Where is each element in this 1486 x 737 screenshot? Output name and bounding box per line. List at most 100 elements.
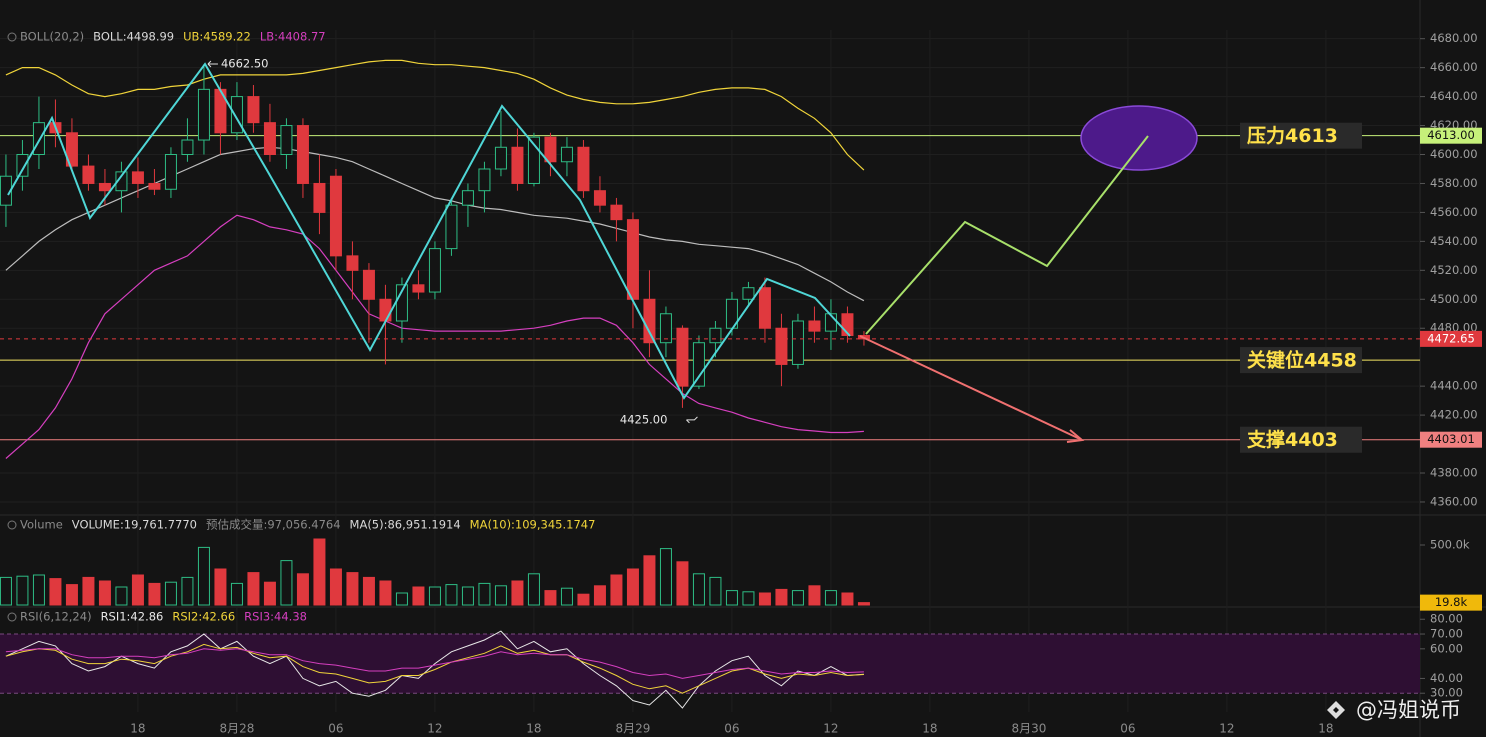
y-tick-label: 4540.00	[1430, 234, 1478, 248]
volume-bar	[98, 580, 111, 606]
x-tick-label: 06	[724, 722, 739, 736]
candle-body	[98, 182, 111, 192]
volume-bar	[82, 576, 95, 606]
candle-body	[428, 248, 441, 293]
volume-bar	[643, 555, 656, 606]
legend-text: BOLL:4498.99	[93, 30, 174, 44]
volume-bar	[709, 576, 722, 606]
y-tick-label: 4380.00	[1430, 466, 1478, 480]
candle-body	[197, 88, 210, 141]
candle-body	[379, 298, 392, 322]
y-tick-label: 60.00	[1430, 641, 1463, 655]
bull-path	[865, 135, 1149, 335]
candle-body	[445, 204, 458, 250]
y-tick-label: 4680.00	[1430, 31, 1478, 45]
volume-bar	[659, 548, 672, 606]
volume-bar	[808, 585, 821, 606]
legend-text: MA(5):86,951.1914	[350, 518, 461, 532]
level-label: 压力4613	[1247, 124, 1338, 147]
candle-body	[164, 154, 177, 190]
y-tick-label: 500.0k	[1430, 538, 1470, 552]
candle-body	[329, 175, 342, 257]
price-tag-label: 4403.01	[1427, 432, 1475, 446]
volume-bar	[478, 582, 491, 606]
volume-bar	[577, 593, 590, 606]
x-tick-label: 06	[328, 722, 343, 736]
zigzag	[7, 62, 851, 400]
volume-bar	[857, 602, 870, 606]
volume-bar	[428, 586, 441, 606]
price-tag-label: 4472.65	[1427, 331, 1475, 345]
legend-text: VOLUME:19,761.7770	[72, 518, 197, 532]
candle-body	[676, 327, 689, 387]
rsi-line	[5, 648, 864, 679]
volume-bar	[197, 546, 210, 606]
volume-bar	[148, 582, 161, 606]
watermark: @冯姐说币	[1356, 698, 1461, 722]
legend-text: RSI3:44.38	[244, 610, 307, 624]
candle-body	[659, 313, 672, 344]
volume-bar	[560, 587, 573, 606]
candle-body	[560, 146, 573, 163]
watermark-icon	[1327, 701, 1345, 719]
x-tick-label: 12	[427, 722, 442, 736]
level-box	[1240, 122, 1362, 149]
x-tick-label: 8月30	[1011, 722, 1046, 736]
x-tick-label: 12	[823, 722, 838, 736]
x-tick-label: 18	[1318, 722, 1333, 736]
y-tick-label: 4440.00	[1430, 379, 1478, 393]
x-tick-label: 18	[922, 722, 937, 736]
candle-body	[362, 269, 375, 300]
x-tick-label: 18	[130, 722, 145, 736]
plot: 18 8月28 06 12 18 8月29 06 12 18 8月30 06 12 18 4680.00 4…	[0, 30, 1482, 736]
target-ellipse	[1080, 105, 1198, 171]
volume-bar	[676, 561, 689, 606]
price-tag	[1420, 127, 1482, 144]
candle-body	[230, 96, 243, 134]
volume-bar	[445, 584, 458, 606]
volume-bar	[296, 573, 309, 606]
y-tick-label: 4420.00	[1430, 408, 1478, 422]
legend-text: 预估成交量:97,056.4764	[206, 518, 341, 532]
volume-bar	[16, 575, 29, 606]
candle-body	[181, 139, 194, 156]
volume-bar	[824, 590, 837, 606]
volume-tag-label: 19.8k	[1435, 595, 1468, 609]
volume-bar	[511, 580, 524, 606]
y-tick-label: 4560.00	[1430, 205, 1478, 219]
volume-bar	[742, 591, 755, 606]
volume-bar	[263, 581, 276, 606]
boll-line	[5, 59, 865, 171]
volume-bar	[230, 582, 243, 606]
volume-bar	[626, 568, 639, 606]
volume-bar	[313, 538, 326, 606]
candle-body	[544, 136, 557, 163]
volume-bar	[115, 586, 128, 606]
rsi-line	[5, 643, 864, 694]
volume-bar	[329, 568, 342, 606]
volume-bar	[65, 584, 78, 606]
volume-bar	[758, 592, 771, 606]
volume-bar	[280, 560, 293, 606]
volume-bar	[214, 568, 227, 606]
volume-bar	[362, 576, 375, 606]
y-tick-label: 4360.00	[1430, 494, 1478, 508]
x-tick-label: 8月28	[219, 722, 254, 736]
volume-bar	[346, 572, 359, 606]
candle-body	[511, 146, 524, 184]
candle-body	[494, 146, 507, 170]
rsi-band	[0, 634, 1420, 694]
candle-body	[643, 298, 656, 344]
volume-bar	[692, 573, 705, 606]
volume-bar	[181, 576, 194, 606]
level-label: 关键位4458	[1247, 349, 1357, 372]
boll-line	[5, 214, 864, 459]
volume-bar	[544, 590, 557, 606]
volume-bar	[247, 572, 260, 606]
y-tick-label: 4600.00	[1430, 147, 1478, 161]
y-tick-label: 30.00	[1430, 686, 1463, 700]
volume-bar	[593, 585, 606, 606]
legend-icon	[7, 32, 17, 42]
